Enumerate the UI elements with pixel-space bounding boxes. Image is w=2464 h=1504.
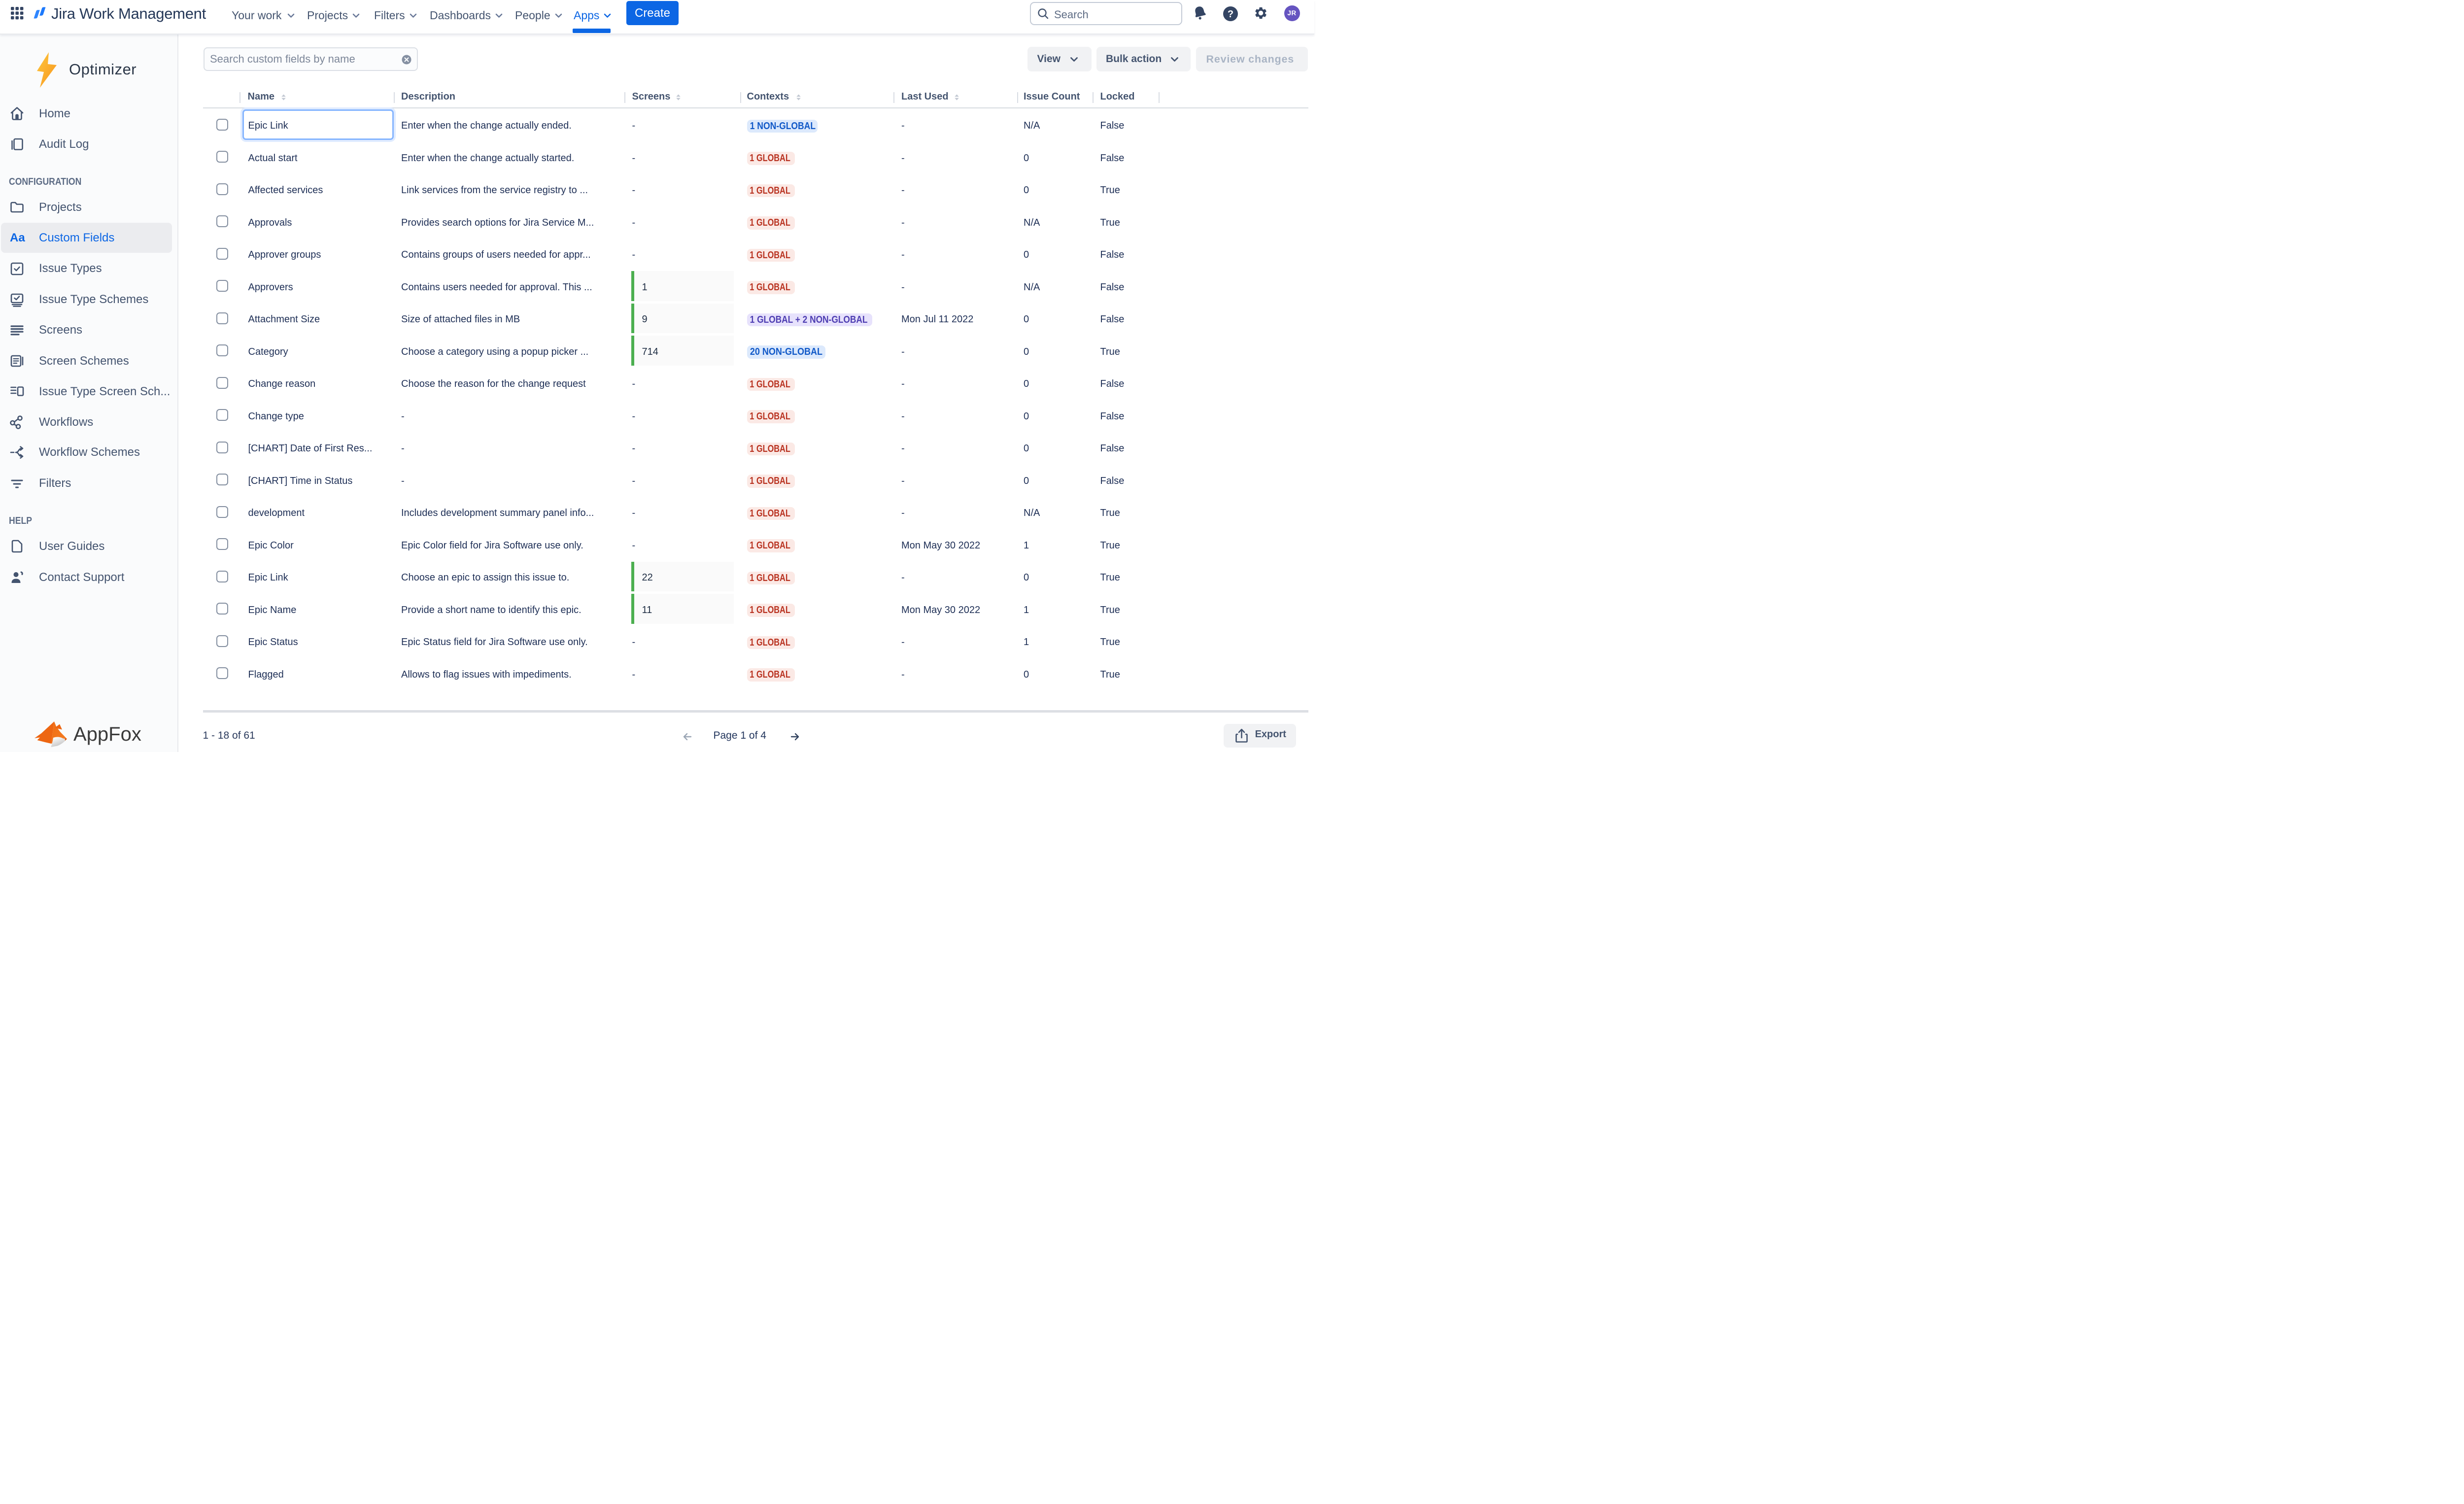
svg-text:Aa: Aa — [10, 231, 25, 244]
svg-text:?: ? — [1227, 9, 1233, 20]
